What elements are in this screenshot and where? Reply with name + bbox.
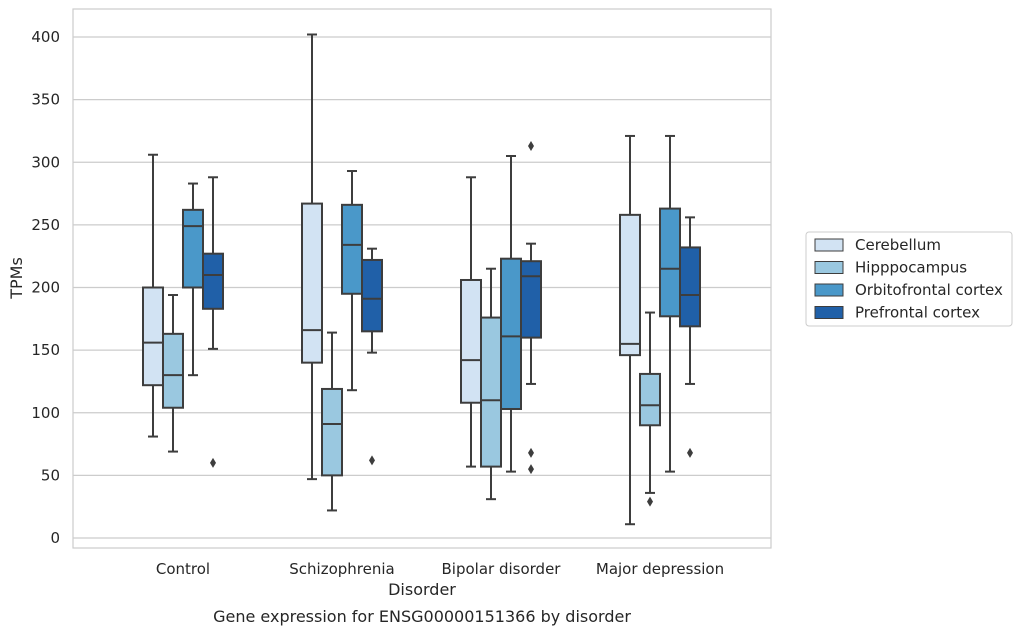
box-iqr [480, 316, 502, 468]
y-tick-label: 400 [31, 28, 60, 46]
legend-label: Prefrontal cortex [855, 304, 980, 322]
box-orbitofrontal-cortex-0 [182, 182, 204, 377]
legend-label: Hipppocampus [855, 259, 967, 277]
legend-item: Orbitofrontal cortex [814, 281, 1003, 299]
box-prefrontal-cortex-0 [202, 176, 224, 468]
box-hipppocampus-3 [639, 311, 661, 507]
legend-swatch [814, 261, 844, 274]
box-iqr [182, 208, 204, 289]
box-hipppocampus-2 [480, 267, 502, 501]
outlier-point [528, 447, 534, 458]
box-groups [142, 33, 701, 526]
x-tick-label: Bipolar disorder [442, 560, 562, 578]
y-tick-label: 50 [41, 466, 60, 484]
outlier-point [687, 447, 693, 458]
box-prefrontal-cortex-1 [361, 247, 383, 466]
box-iqr [619, 213, 641, 357]
box-orbitofrontal-cortex-1 [341, 170, 363, 392]
legend-swatch [814, 283, 844, 297]
box-cerebellum-1 [301, 33, 323, 481]
box-hipppocampus-1 [321, 331, 343, 512]
x-tick-label: Control [156, 560, 210, 578]
box-cerebellum-3 [619, 134, 641, 526]
outlier-point [528, 140, 534, 151]
y-tick-label: 200 [31, 279, 60, 297]
legend-item: Prefrontal cortex [814, 304, 980, 322]
x-tick-labels: Control Schizophrenia Bipolar disorder Majo… [156, 560, 724, 578]
x-tick-label: Schizophrenia [289, 560, 394, 578]
box-iqr [202, 252, 224, 310]
box-prefrontal-cortex-2 [520, 140, 542, 475]
legend-label: Cerebellum [855, 236, 941, 254]
y-axis-title: TPMs [7, 257, 26, 300]
y-tick-label: 350 [31, 91, 60, 109]
box-orbitofrontal-cortex-3 [659, 134, 681, 473]
box-iqr [639, 372, 661, 427]
chart-caption: Gene expression for ENSG00000151366 by d… [213, 607, 631, 626]
y-tick-label: 300 [31, 153, 60, 171]
box-iqr [162, 332, 184, 409]
box-iqr [142, 286, 164, 387]
legend: Cerebellum Hipppocampus Orbitofrontal cort… [805, 231, 1013, 327]
box-iqr [500, 257, 522, 410]
y-tick-label: 250 [31, 216, 60, 234]
box-cerebellum-0 [142, 153, 164, 438]
box-iqr [301, 202, 323, 364]
y-tick-label: 0 [50, 529, 60, 547]
box-iqr [520, 260, 542, 339]
box-iqr [321, 387, 343, 477]
legend-swatch [814, 306, 844, 319]
legend-label: Orbitofrontal cortex [855, 281, 1003, 299]
outlier-point [369, 455, 375, 466]
box-hipppocampus-0 [162, 294, 184, 453]
y-tick-label: 100 [31, 404, 60, 422]
box-iqr [679, 246, 701, 328]
box-cerebellum-2 [460, 176, 482, 468]
box-orbitofrontal-cortex-2 [500, 154, 522, 473]
outlier-point [210, 457, 216, 468]
box-iqr [341, 203, 363, 295]
box-iqr [659, 207, 681, 318]
legend-item: Cerebellum [814, 236, 941, 254]
x-tick-label: Major depression [596, 560, 724, 578]
box-iqr [361, 258, 383, 333]
outlier-point [528, 464, 534, 475]
box-prefrontal-cortex-3 [679, 216, 701, 458]
legend-item: Hipppocampus [814, 259, 967, 277]
legend-swatch [814, 238, 844, 252]
legend-frame [805, 231, 1013, 327]
plot-frame [72, 8, 772, 549]
outlier-point [647, 496, 653, 507]
box-iqr [460, 278, 482, 404]
x-axis-title: Disorder [388, 580, 456, 599]
y-tick-label: 150 [31, 341, 60, 359]
y-tick-labels: 0 50 100 150 200 250 300 350 400 [31, 28, 60, 547]
